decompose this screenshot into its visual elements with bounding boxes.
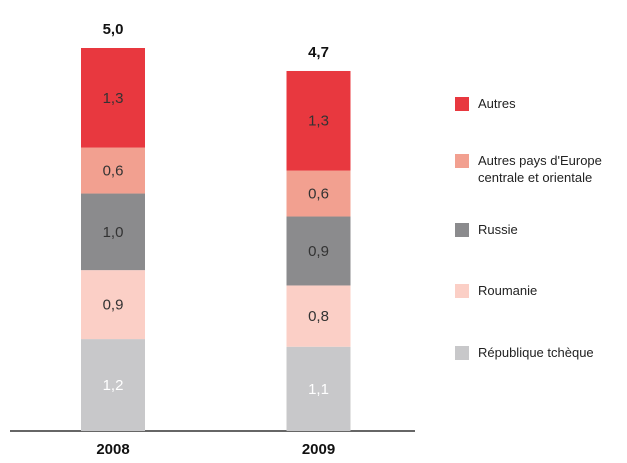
bar-segment [286,285,351,347]
value-label: 1,3 [308,113,329,130]
legend-swatch [455,346,469,360]
value-label: 0,6 [103,163,124,180]
bar-segment [81,339,145,431]
value-label: 1,3 [103,90,124,107]
legend-label: Autres pays d'Europe centrale et orienta… [478,153,602,185]
bar-segment [81,193,145,271]
legend-swatch [455,97,469,111]
bar-segment [286,346,351,431]
bar-segment [286,216,351,286]
total-label: 4,7 [308,44,329,61]
bar-segment [81,270,145,340]
legend-label: Autres [478,96,516,111]
x-tick-label: 2008 [96,441,129,458]
value-label: 0,6 [308,186,329,203]
legend-label: Roumanie [478,283,538,298]
value-label: 1,1 [308,381,329,398]
legend-label: Russie [478,222,518,237]
legend-swatch [455,154,469,168]
legend-swatch [455,223,469,237]
value-label: 0,8 [308,308,329,325]
total-label: 5,0 [103,21,124,38]
bar-segment [81,147,145,194]
bar-segment [286,170,351,217]
bar-segment [286,70,351,171]
value-label: 0,9 [308,243,329,260]
bar-segment [81,48,145,148]
value-label: 0,9 [103,297,124,314]
legend-label: République tchèque [478,345,594,360]
value-label: 1,0 [103,224,124,241]
legend-swatch [455,284,469,298]
x-tick-label: 2009 [302,441,335,458]
value-label: 1,2 [103,377,124,394]
